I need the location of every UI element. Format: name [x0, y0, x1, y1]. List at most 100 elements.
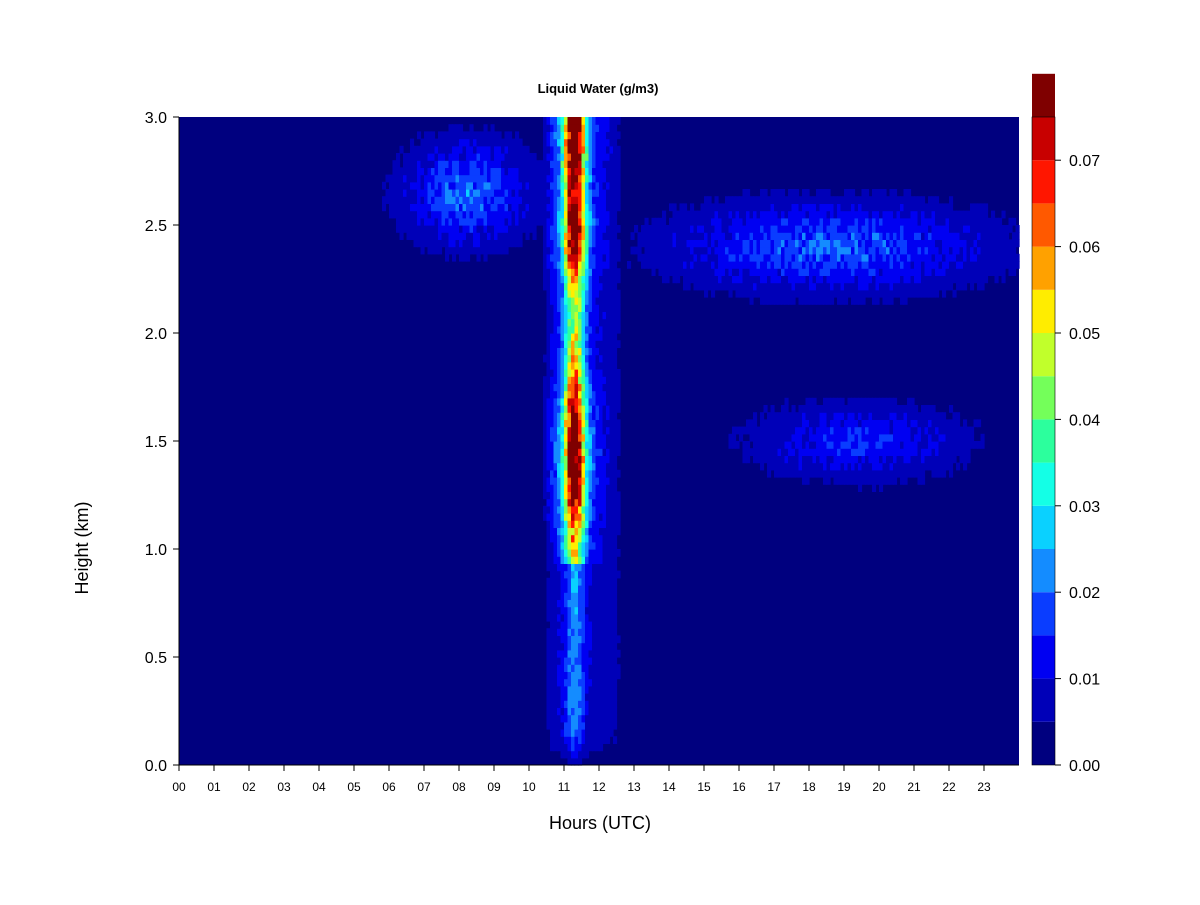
heatmap-cell — [889, 441, 894, 449]
heatmap-cell — [669, 225, 674, 233]
heatmap-cell — [595, 628, 600, 636]
heatmap-cell — [784, 397, 789, 406]
heatmap-cell — [1001, 275, 1006, 284]
heatmap-cell — [564, 282, 569, 291]
heatmap-cell — [518, 225, 523, 233]
heatmap-cell — [392, 203, 397, 212]
heatmap-cell — [697, 261, 702, 269]
heatmap-cell — [938, 239, 943, 248]
heatmap-cell — [567, 693, 572, 701]
heatmap-cell — [938, 469, 943, 478]
heatmap-cell — [886, 217, 891, 226]
heatmap-cell — [599, 642, 604, 651]
heatmap-cell — [634, 225, 639, 233]
heatmap-cell — [910, 412, 915, 420]
heatmap-cell — [434, 246, 439, 255]
heatmap-cell — [854, 246, 859, 255]
heatmap-cell — [844, 419, 849, 428]
heatmap-cell — [763, 246, 768, 255]
heatmap-cell — [844, 275, 849, 284]
heatmap-cell — [686, 232, 691, 240]
heatmap-cell — [896, 203, 901, 212]
heatmap-cell — [697, 239, 702, 248]
heatmap-cell — [595, 145, 600, 154]
heatmap-cell — [518, 167, 523, 176]
heatmap-cell — [448, 232, 453, 240]
heatmap-cell — [602, 541, 607, 550]
heatmap-cell — [749, 297, 754, 305]
heatmap-cell — [616, 297, 621, 305]
heatmap-cell — [721, 282, 726, 291]
heatmap-cell — [595, 210, 600, 219]
heatmap-cell — [949, 232, 954, 240]
heatmap-cell — [819, 289, 824, 298]
heatmap-cell — [900, 225, 905, 233]
heatmap-cell — [980, 210, 985, 219]
heatmap-cell — [560, 225, 565, 233]
heatmap-cell — [438, 131, 443, 140]
colorbar-swatch — [1032, 289, 1055, 333]
heatmap-cell — [690, 232, 695, 240]
heatmap-cell — [606, 599, 611, 608]
heatmap-cell — [557, 347, 562, 356]
heatmap-cell — [966, 261, 971, 269]
heatmap-cell — [553, 376, 558, 384]
heatmap-cell — [756, 261, 761, 269]
heatmap-cell — [588, 635, 593, 644]
heatmap-cell — [851, 426, 856, 435]
heatmap-cell — [676, 239, 681, 248]
heatmap-cell — [893, 268, 898, 276]
heatmap-cell — [564, 448, 569, 456]
heatmap-cell — [669, 239, 674, 248]
heatmap-cell — [840, 275, 845, 284]
heatmap-cell — [588, 189, 593, 197]
heatmap-cell — [949, 282, 954, 291]
heatmap-cell — [865, 225, 870, 233]
heatmap-cell — [448, 246, 453, 255]
heatmap-cell — [602, 239, 607, 248]
heatmap-cell — [550, 541, 555, 550]
heatmap-cell — [599, 685, 604, 694]
heatmap-cell — [515, 189, 520, 197]
heatmap-cell — [826, 405, 831, 413]
heatmap-cell — [791, 282, 796, 291]
heatmap-cell — [553, 131, 558, 140]
heatmap-cell — [595, 613, 600, 622]
heatmap-cell — [578, 397, 583, 406]
heatmap-cell — [840, 253, 845, 262]
heatmap-cell — [935, 217, 940, 226]
heatmap-cell — [441, 174, 446, 183]
heatmap-cell — [448, 239, 453, 248]
heatmap-cell — [389, 174, 394, 183]
heatmap-cell — [532, 160, 537, 168]
heatmap-cell — [592, 354, 597, 363]
heatmap-cell — [896, 261, 901, 269]
heatmap-cell — [886, 203, 891, 212]
heatmap-cell — [802, 477, 807, 485]
heatmap-cell — [553, 642, 558, 651]
heatmap-cell — [704, 239, 709, 248]
heatmap-cell — [732, 225, 737, 233]
heatmap-cell — [963, 217, 968, 226]
heatmap-cell — [963, 426, 968, 435]
heatmap-cell — [574, 203, 579, 212]
heatmap-cell — [560, 131, 565, 140]
heatmap-cell — [546, 232, 551, 240]
heatmap-cell — [613, 390, 618, 399]
heatmap-cell — [399, 181, 404, 190]
heatmap-cell — [609, 721, 614, 730]
heatmap-cell — [704, 289, 709, 298]
heatmap-cell — [476, 160, 481, 168]
heatmap-cell — [557, 145, 562, 154]
heatmap-cell — [574, 541, 579, 550]
heatmap-cell — [599, 743, 604, 752]
heatmap-cell — [588, 282, 593, 291]
heatmap-cell — [606, 685, 611, 694]
heatmap-cell — [840, 217, 845, 226]
heatmap-cell — [1008, 225, 1013, 233]
heatmap-cell — [816, 217, 821, 226]
heatmap-cell — [613, 361, 618, 370]
heatmap-cell — [599, 289, 604, 298]
heatmap-cell — [578, 498, 583, 507]
heatmap-cell — [606, 729, 611, 737]
